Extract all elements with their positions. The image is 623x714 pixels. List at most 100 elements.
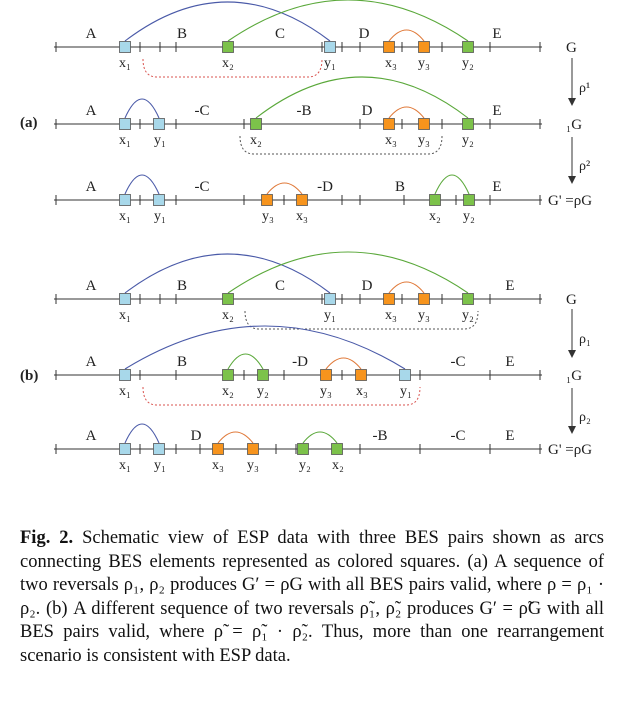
bes-element <box>261 194 273 206</box>
bes-label: y₁ <box>154 209 166 224</box>
segment-label: A <box>86 428 97 444</box>
bes-element <box>119 41 131 53</box>
segment-label: C <box>275 278 285 294</box>
segment-label: -C <box>451 354 466 370</box>
bes-element <box>257 369 269 381</box>
genome-row: A -C -B D Ex₁ y₁ x₂ x₃ y₃ y₂ ₁G <box>54 76 582 155</box>
bes-label: x₃ <box>385 56 397 71</box>
genome-row: A -C -D B Ex₁ y₁ y₃ x₃ x₂ y₂ G' =ρG <box>54 174 592 224</box>
panel-label-a: (a) <box>20 115 38 131</box>
bes-label: y₂ <box>299 458 311 473</box>
rho-step-1-b: ρ₁ <box>579 332 591 347</box>
bes-element <box>222 293 234 305</box>
segment-label: E <box>505 354 514 370</box>
bes-element <box>247 443 259 455</box>
bes-pair-arc <box>227 353 264 370</box>
bes-pair-arc <box>124 423 160 444</box>
bes-label: y₁ <box>154 133 166 148</box>
rho-step-2-b: ρ₂ <box>579 410 591 425</box>
genome-label: G' =ρG <box>548 442 592 458</box>
genome-label: ₁G <box>566 368 582 384</box>
bes-label: y₂ <box>462 308 474 323</box>
reversal-interval <box>239 135 443 155</box>
bes-element <box>250 118 262 130</box>
bes-element <box>119 443 131 455</box>
genome-label: G <box>566 292 577 308</box>
bes-pair-arc <box>388 29 425 42</box>
bes-label: x₁ <box>119 384 131 399</box>
bes-label: y₃ <box>418 133 430 148</box>
bes-label: y₂ <box>462 133 474 148</box>
bes-pair-arc <box>325 357 362 370</box>
bes-element <box>463 194 475 206</box>
bes-element <box>296 194 308 206</box>
rho-step-2-a: ρ² <box>579 159 590 174</box>
bes-element <box>222 41 234 53</box>
bes-element <box>212 443 224 455</box>
bes-pair-arc <box>266 182 303 195</box>
bes-pair-arc <box>434 174 470 195</box>
bes-label: y₃ <box>418 308 430 323</box>
bes-label: y₃ <box>418 56 430 71</box>
bes-element <box>331 443 343 455</box>
bes-label: x₂ <box>332 458 344 473</box>
segment-label: D <box>191 428 202 444</box>
panel-label-b: (b) <box>20 368 38 384</box>
genome-label: ₁G <box>566 117 582 133</box>
segment-label: E <box>492 26 501 42</box>
segment-label: D <box>362 103 373 119</box>
bes-element <box>462 41 474 53</box>
segment-label: E <box>492 179 501 195</box>
bes-element <box>399 369 411 381</box>
segment-label: B <box>177 26 187 42</box>
reversal-interval <box>244 310 479 330</box>
bes-label: x₁ <box>119 458 131 473</box>
bes-label: x₁ <box>119 308 131 323</box>
segment-label: -D <box>317 179 333 195</box>
bes-element <box>153 443 165 455</box>
genome-label: G' =ρG <box>548 193 592 209</box>
bes-element <box>355 369 367 381</box>
bes-element <box>383 41 395 53</box>
bes-label: x₂ <box>222 56 234 71</box>
bes-pair-arc <box>227 0 469 42</box>
bes-pair-arc <box>124 253 331 294</box>
bes-element <box>119 118 131 130</box>
bes-label: x₂ <box>429 209 441 224</box>
bes-element <box>324 41 336 53</box>
bes-pair-arc <box>124 1 331 42</box>
bes-pair-arc <box>255 76 469 119</box>
bes-pair-arc <box>388 281 425 294</box>
segment-label: -C <box>195 179 210 195</box>
bes-element <box>324 293 336 305</box>
bes-element <box>119 369 131 381</box>
bes-label: x₁ <box>119 209 131 224</box>
reversal-interval <box>142 386 421 406</box>
bes-element <box>462 118 474 130</box>
segment-label: E <box>505 278 514 294</box>
bes-label: y₁ <box>324 308 336 323</box>
bes-label: x₂ <box>222 308 234 323</box>
genome-row: A B -D -C Ex₁ x₂ y₂ y₃ x₃ y₁ ₁G <box>54 325 582 406</box>
segment-label: -C <box>195 103 210 119</box>
segment-label: -D <box>292 354 308 370</box>
caption-text: Schematic view of ESP data with three BE… <box>20 528 604 666</box>
bes-element <box>119 293 131 305</box>
bes-label: x₁ <box>119 56 131 71</box>
segment-label: -B <box>373 428 388 444</box>
bes-label: y₂ <box>463 209 475 224</box>
bes-element <box>119 194 131 206</box>
bes-label: y₁ <box>324 56 336 71</box>
bes-label: y₁ <box>400 384 412 399</box>
segment-label: E <box>492 103 501 119</box>
bes-element <box>383 118 395 130</box>
segment-label: D <box>362 278 373 294</box>
bes-label: x₃ <box>385 133 397 148</box>
bes-element <box>320 369 332 381</box>
bes-pair-arc <box>124 174 160 195</box>
bes-label: x₂ <box>250 133 262 148</box>
genome-row: A B C D Ex₁ x₂ y₁ x₃ y₃ y₂ G <box>54 0 577 78</box>
bes-element <box>153 194 165 206</box>
bes-element <box>418 293 430 305</box>
